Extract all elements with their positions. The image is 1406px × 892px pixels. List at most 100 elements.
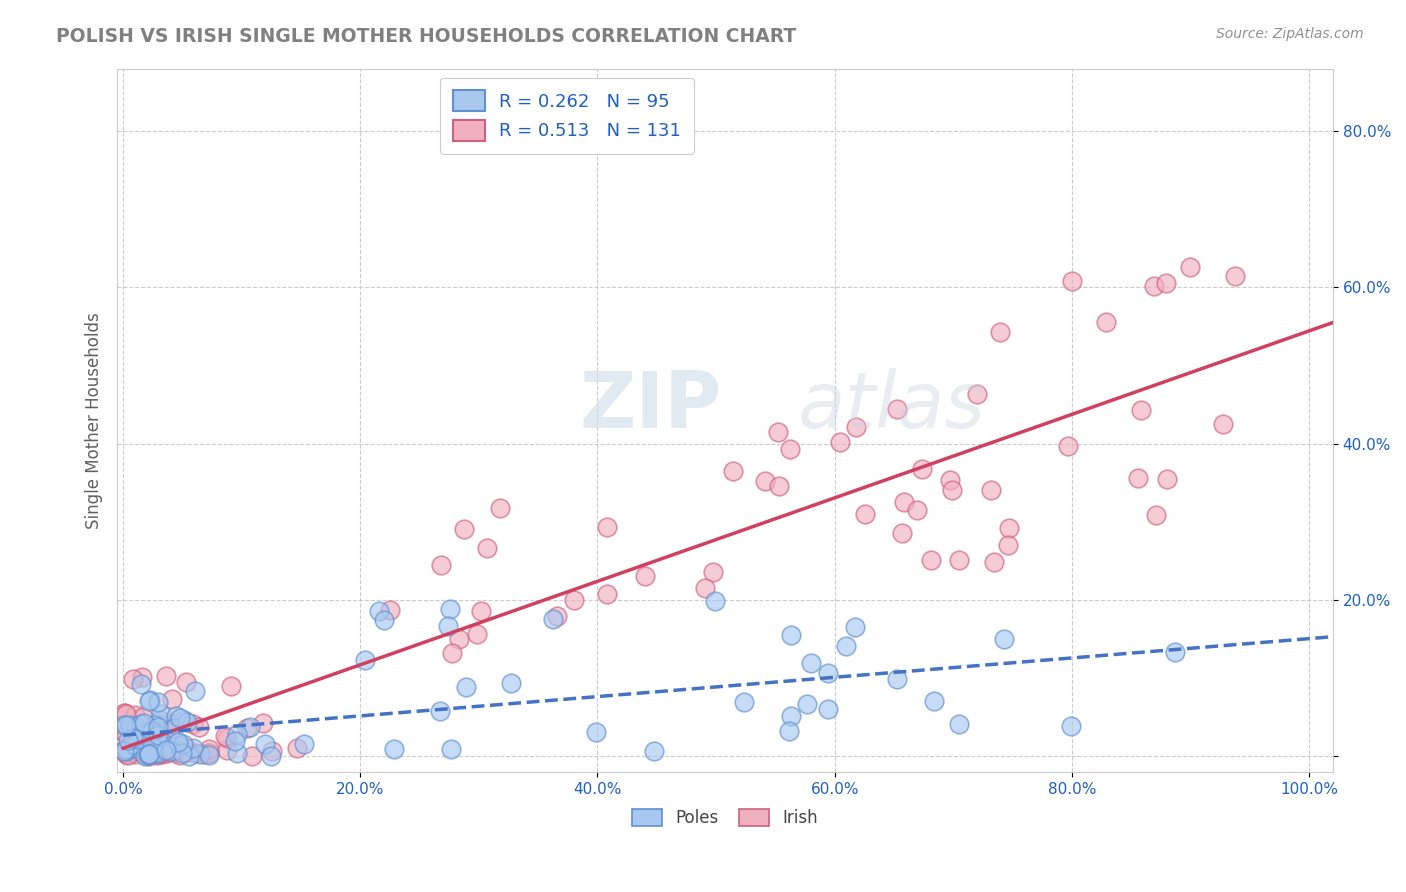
Text: Source: ZipAtlas.com: Source: ZipAtlas.com xyxy=(1216,27,1364,41)
Point xyxy=(148,695,170,709)
Y-axis label: Single Mother Households: Single Mother Households xyxy=(86,312,103,529)
Point xyxy=(118,746,141,760)
Point xyxy=(174,674,197,689)
Point xyxy=(980,483,1002,497)
Point xyxy=(1130,402,1153,417)
Point xyxy=(643,744,665,758)
Point xyxy=(1062,274,1084,288)
Point xyxy=(723,464,745,478)
Point xyxy=(449,632,471,647)
Point xyxy=(121,745,143,759)
Point xyxy=(172,737,194,751)
Point xyxy=(122,672,145,686)
Point xyxy=(124,723,146,738)
Point xyxy=(141,739,163,753)
Point xyxy=(853,508,876,522)
Point xyxy=(156,747,179,761)
Point xyxy=(733,695,755,709)
Point xyxy=(198,747,221,762)
Point xyxy=(1059,719,1081,733)
Point xyxy=(239,720,262,734)
Point xyxy=(163,743,186,757)
Point xyxy=(132,709,155,723)
Point xyxy=(160,730,183,744)
Point xyxy=(115,706,138,721)
Point xyxy=(181,740,204,755)
Point xyxy=(166,736,188,750)
Point xyxy=(112,718,135,732)
Point xyxy=(142,747,165,761)
Point xyxy=(124,739,146,753)
Point xyxy=(146,716,169,731)
Point xyxy=(429,704,451,718)
Point xyxy=(1126,471,1149,485)
Point xyxy=(993,632,1015,647)
Point xyxy=(139,692,162,706)
Point xyxy=(149,747,172,761)
Point xyxy=(214,729,236,743)
Point xyxy=(1143,278,1166,293)
Point xyxy=(817,702,839,716)
Point xyxy=(138,747,160,761)
Point xyxy=(1223,268,1246,283)
Point xyxy=(177,748,200,763)
Point xyxy=(124,733,146,747)
Point xyxy=(260,748,283,763)
Point xyxy=(163,722,186,736)
Point xyxy=(634,569,657,583)
Point xyxy=(150,736,173,750)
Point xyxy=(796,697,818,711)
Point xyxy=(143,718,166,732)
Point xyxy=(948,552,970,566)
Point xyxy=(138,748,160,763)
Point xyxy=(768,479,790,493)
Point xyxy=(134,724,156,739)
Point xyxy=(139,742,162,756)
Point xyxy=(1095,315,1118,329)
Point xyxy=(470,604,492,618)
Point xyxy=(499,675,522,690)
Point xyxy=(156,735,179,749)
Point xyxy=(131,670,153,684)
Point xyxy=(112,744,135,758)
Point xyxy=(139,741,162,756)
Point xyxy=(920,553,942,567)
Point xyxy=(1164,645,1187,659)
Point xyxy=(198,746,221,760)
Point xyxy=(165,708,187,723)
Point xyxy=(145,723,167,737)
Point xyxy=(285,740,308,755)
Point xyxy=(131,745,153,759)
Point xyxy=(115,726,138,740)
Point xyxy=(922,694,945,708)
Point xyxy=(465,627,488,641)
Point xyxy=(134,748,156,763)
Point xyxy=(159,717,181,731)
Point xyxy=(780,628,803,642)
Point xyxy=(1212,417,1234,431)
Point xyxy=(162,692,184,706)
Point xyxy=(166,734,188,748)
Point xyxy=(127,737,149,751)
Point xyxy=(184,684,207,698)
Point xyxy=(170,746,193,760)
Point xyxy=(429,558,451,572)
Point xyxy=(475,541,498,556)
Point xyxy=(115,741,138,756)
Point xyxy=(115,745,138,759)
Point xyxy=(235,722,257,736)
Point xyxy=(112,744,135,758)
Point xyxy=(127,723,149,738)
Point xyxy=(169,747,191,762)
Point xyxy=(132,715,155,730)
Point xyxy=(114,747,136,761)
Point xyxy=(844,620,866,634)
Point xyxy=(118,739,141,753)
Point xyxy=(142,743,165,757)
Point xyxy=(373,614,395,628)
Point xyxy=(998,521,1021,535)
Point xyxy=(441,646,464,660)
Point xyxy=(138,747,160,761)
Point xyxy=(136,745,159,759)
Point xyxy=(153,722,176,736)
